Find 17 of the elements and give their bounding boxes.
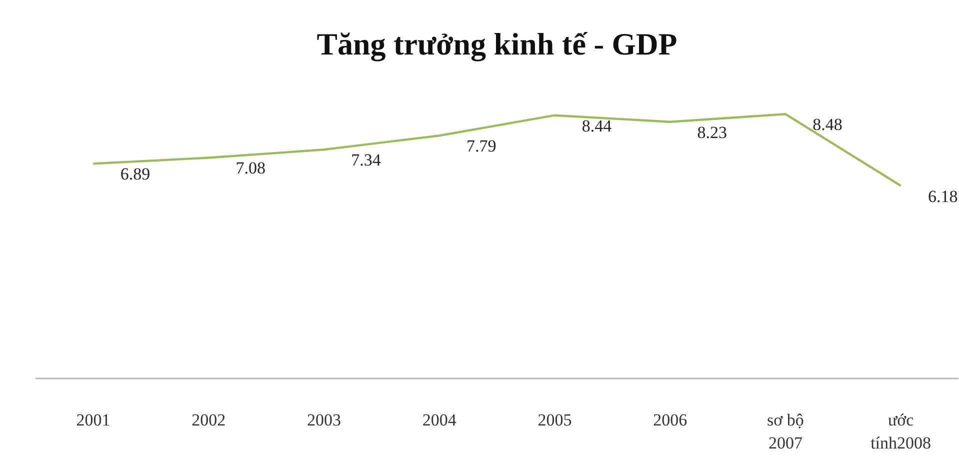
x-tick-label: 2004 [422, 410, 457, 430]
data-label: 6.89 [120, 164, 150, 184]
data-label: 7.79 [466, 136, 496, 156]
x-tick-label: 2001 [76, 410, 110, 430]
data-label: 7.34 [351, 150, 382, 170]
x-tick-label: ước tính2008 [870, 410, 932, 452]
data-label: 7.08 [236, 158, 266, 178]
x-tick-label: 2003 [306, 410, 341, 430]
data-label: 8.23 [697, 122, 727, 142]
x-tick-label: 2005 [538, 410, 572, 430]
chart-title: Tăng trưởng kinh tế - GDP [316, 26, 678, 62]
x-tick-label: 2002 [192, 410, 226, 430]
x-tick-label: 2006 [653, 410, 688, 430]
data-label: 8.44 [582, 116, 612, 136]
data-label: 8.48 [812, 115, 842, 134]
x-tick-label: sơ bộ 2007 [767, 410, 804, 452]
data-label: 6.18 [928, 186, 958, 206]
